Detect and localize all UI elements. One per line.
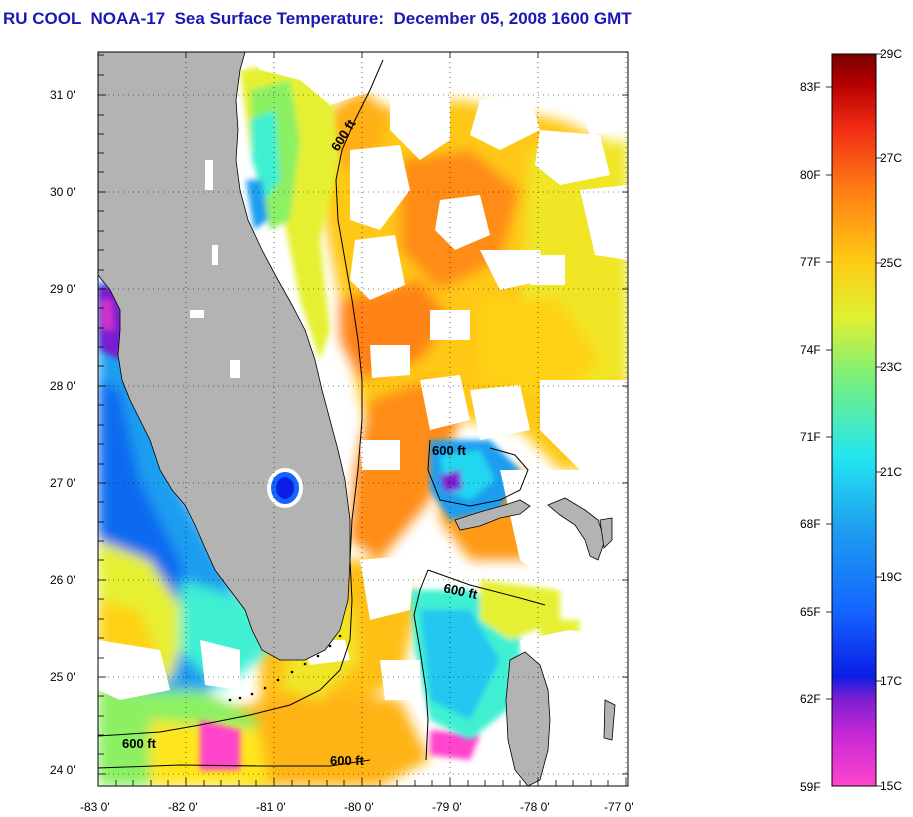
axis-ticks [97, 52, 628, 786]
colorbar-f-label: 74F [800, 343, 821, 357]
lon-label: -79 0' [432, 800, 462, 814]
lat-label: 30 0' [50, 185, 76, 199]
colorbar-f-label: 68F [800, 517, 821, 531]
colorbar-f-label: 80F [800, 168, 821, 182]
isobath-600ft [98, 59, 546, 769]
colorbar-f-label: 71F [800, 430, 821, 444]
colorbar-c-label: 25C [880, 256, 903, 270]
colorbar-f-label: 83F [800, 80, 821, 94]
colorbar-c-label: 27C [880, 151, 903, 165]
colorbar-c-label: 17C [880, 674, 903, 688]
lat-label: 31 0' [50, 88, 76, 102]
colorbar-f-label: 59F [800, 780, 821, 794]
contour-label-2: 600 ft [432, 443, 467, 458]
colorbar-c-label: 23C [880, 360, 903, 374]
lon-label: -81 0' [256, 800, 286, 814]
latitude-labels: 31 0' 30 0' 29 0' 28 0' 27 0' 26 0' 25 0… [50, 88, 76, 777]
colorbar-f-label: 65F [800, 605, 821, 619]
colorbar-f-label: 62F [800, 692, 821, 706]
lat-label: 24 0' [50, 763, 76, 777]
lon-label: -83 0' [80, 800, 110, 814]
lat-label: 28 0' [50, 379, 76, 393]
lat-label: 26 0' [50, 573, 76, 587]
contour-label-5: 600 ft [330, 753, 365, 768]
longitude-labels: -83 0' -82 0' -81 0' -80 0' -79 0' -78 0… [80, 800, 634, 814]
plot-frame [97, 51, 629, 787]
colorbar-c-label: 15C [880, 779, 903, 793]
land [98, 52, 616, 786]
colorbar-gradient [831, 53, 877, 787]
lat-label: 25 0' [50, 670, 76, 684]
lon-label: -82 0' [168, 800, 198, 814]
lat-label: 29 0' [50, 282, 76, 296]
colorbar-c-label: 19C [880, 570, 903, 584]
contour-label-4: 600 ft [122, 736, 157, 751]
sst-field [98, 52, 628, 786]
graticule [98, 52, 628, 786]
colorbar-c-label: 29C [880, 47, 903, 61]
lon-label: -77 0' [604, 800, 634, 814]
contour-label-3: 600 ft [442, 580, 479, 602]
colorbar-c-label: 21C [880, 465, 903, 479]
lat-label: 27 0' [50, 476, 76, 490]
lon-label: -78 0' [520, 800, 550, 814]
colorbar-f-label: 77F [800, 255, 821, 269]
colorbar [826, 53, 882, 787]
map-title: RU COOL NOAA-17 Sea Surface Temperature:… [3, 9, 632, 28]
lon-label: -80 0' [344, 800, 374, 814]
